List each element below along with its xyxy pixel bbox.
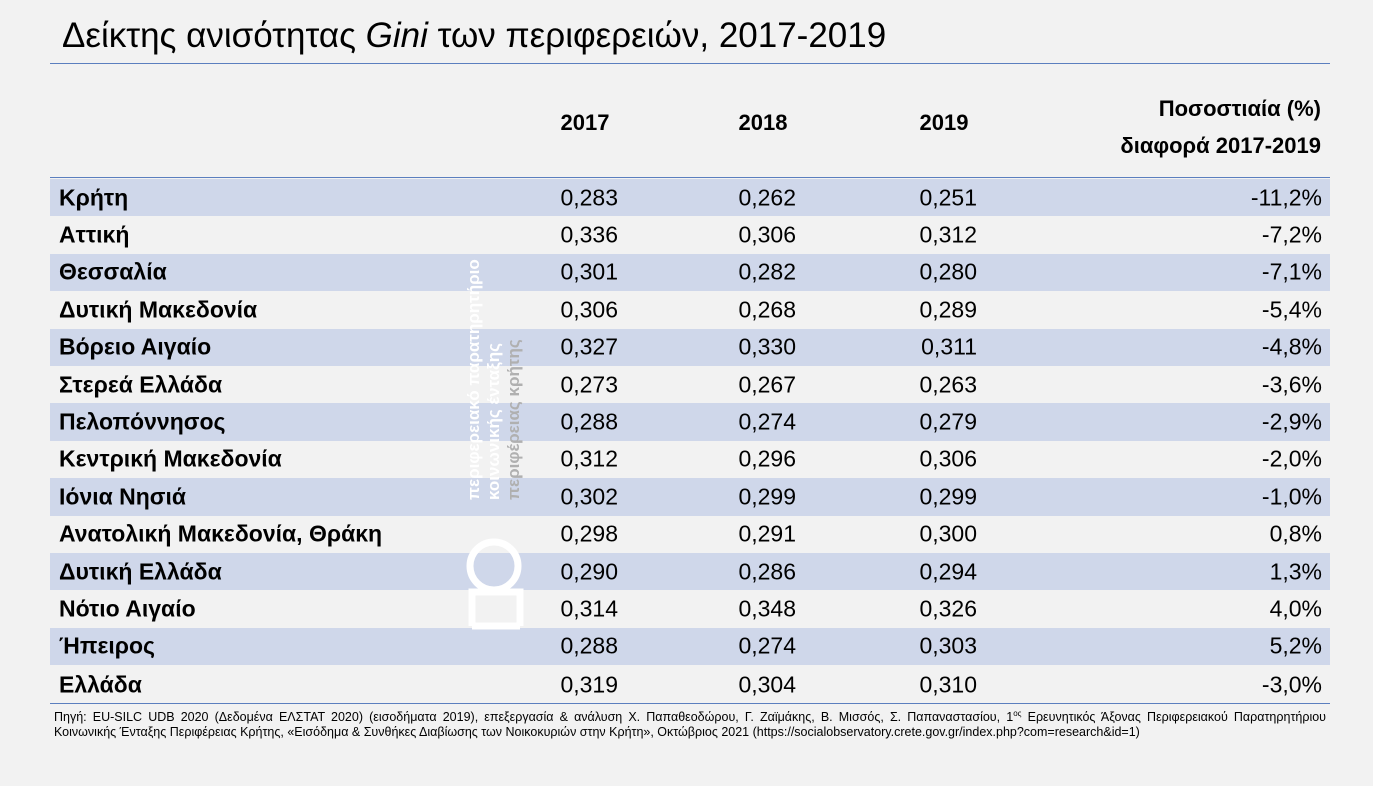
column-header-2017: 2017 bbox=[560, 110, 610, 135]
column-header-pct-change: Ποσοστιαία (%) διαφορά 2017-2019 bbox=[1120, 90, 1321, 164]
value-2018: 0,274 bbox=[738, 632, 796, 659]
table-row: Ελλάδα 0,319 0,304 0,310 -3,0% bbox=[50, 665, 1330, 705]
value-2017: 0,327 bbox=[560, 333, 618, 360]
value-2019: 0,310 bbox=[919, 671, 977, 698]
value-2019: 0,312 bbox=[919, 221, 977, 248]
value-2019: 0,294 bbox=[919, 558, 977, 585]
table-row: Ανατολική Μακεδονία, Θράκη 0,298 0,291 0,30… bbox=[50, 516, 1330, 553]
gini-table: Κρήτη 0,283 0,262 0,251 -11,2% Αττική 0,336 0,3… bbox=[50, 179, 1330, 705]
value-2018: 0,286 bbox=[738, 558, 796, 585]
value-2019: 0,280 bbox=[919, 258, 977, 285]
pct-change: 0,8% bbox=[1269, 520, 1322, 547]
table-row: Νότιο Αιγαίο 0,314 0,348 0,326 4,0% bbox=[50, 590, 1330, 627]
pct-change: -7,1% bbox=[1261, 258, 1322, 285]
value-2018: 0,299 bbox=[738, 483, 796, 510]
table-row: Κεντρική Μακεδονία 0,312 0,296 0,306 -2,0% bbox=[50, 441, 1330, 478]
value-2018: 0,348 bbox=[738, 595, 796, 622]
page-title: Δείκτης ανισότητας Gini των περιφερειών,… bbox=[62, 16, 887, 55]
region-name: Δυτική Ελλάδα bbox=[59, 558, 222, 585]
value-2017: 0,312 bbox=[560, 445, 618, 472]
value-2017: 0,273 bbox=[560, 371, 618, 398]
region-name: Βόρειο Αιγαίο bbox=[59, 333, 212, 360]
value-2018: 0,296 bbox=[738, 445, 796, 472]
value-2017: 0,301 bbox=[560, 258, 618, 285]
table-row: Αττική 0,336 0,306 0,312 -7,2% bbox=[50, 216, 1330, 253]
value-2019: 0,289 bbox=[919, 296, 977, 323]
value-2019: 0,279 bbox=[919, 408, 977, 435]
value-2018: 0,304 bbox=[738, 671, 796, 698]
pct-change: 4,0% bbox=[1269, 595, 1322, 622]
value-2017: 0,288 bbox=[560, 632, 618, 659]
table-row: Πελοπόννησος 0,288 0,274 0,279 -2,9% bbox=[50, 403, 1330, 441]
table-row: Ιόνια Νησιά 0,302 0,299 0,299 -1,0% bbox=[50, 478, 1330, 516]
region-name: Θεσσαλία bbox=[59, 258, 167, 285]
value-2018: 0,306 bbox=[738, 221, 796, 248]
pct-change: -5,4% bbox=[1261, 296, 1322, 323]
pct-change: -2,0% bbox=[1261, 445, 1322, 472]
region-name: Κεντρική Μακεδονία bbox=[59, 445, 282, 472]
table-row: Δυτική Μακεδονία 0,306 0,268 0,289 -5,4% bbox=[50, 291, 1330, 328]
column-header-2019: 2019 bbox=[919, 110, 969, 135]
region-name: Αττική bbox=[59, 221, 130, 248]
value-2017: 0,302 bbox=[560, 483, 618, 510]
value-2019: 0,263 bbox=[919, 371, 977, 398]
table-row: Στερεά Ελλάδα 0,273 0,267 0,263 -3,6% bbox=[50, 366, 1330, 403]
value-2019: 0,326 bbox=[919, 595, 977, 622]
region-name: Νότιο Αιγαίο bbox=[59, 595, 196, 622]
pct-change: -2,9% bbox=[1261, 408, 1322, 435]
region-name: Κρήτη bbox=[59, 184, 129, 211]
pct-header-line-1: Ποσοστιαία (%) bbox=[1158, 96, 1321, 121]
value-2017: 0,319 bbox=[560, 671, 618, 698]
region-name: Δυτική Μακεδονία bbox=[59, 296, 258, 323]
table-row: Θεσσαλία 0,301 0,282 0,280 -7,1% bbox=[50, 253, 1330, 292]
value-2017: 0,336 bbox=[560, 221, 618, 248]
column-header-2018: 2018 bbox=[738, 110, 788, 135]
pct-change: -3,0% bbox=[1261, 671, 1322, 698]
value-2018: 0,262 bbox=[738, 184, 796, 211]
region-name: Ιόνια Νησιά bbox=[59, 483, 187, 510]
region-name: Πελοπόννησος bbox=[59, 408, 226, 435]
value-2017: 0,290 bbox=[560, 558, 618, 585]
table-bottom-divider bbox=[50, 703, 1330, 704]
value-2019: 0,311 bbox=[921, 333, 977, 360]
source-note: Πηγή: EU-SILC UDB 2020 (Δεδομένα ΕΛΣΤΑΤ … bbox=[54, 709, 1327, 740]
pct-change: 1,3% bbox=[1269, 558, 1322, 585]
region-name: Ανατολική Μακεδονία, Θράκη bbox=[59, 520, 383, 547]
header-divider bbox=[50, 177, 1330, 178]
pct-change: -7,2% bbox=[1261, 221, 1322, 248]
table-row: Δυτική Ελλάδα 0,290 0,286 0,294 1,3% bbox=[50, 552, 1330, 591]
value-2019: 0,251 bbox=[919, 184, 977, 211]
value-2019: 0,300 bbox=[919, 520, 977, 547]
title-divider bbox=[50, 63, 1330, 64]
pct-change: -11,2% bbox=[1250, 184, 1322, 211]
value-2017: 0,288 bbox=[560, 408, 618, 435]
pct-change: -3,6% bbox=[1261, 371, 1322, 398]
region-name: Ήπειρος bbox=[59, 632, 155, 659]
value-2018: 0,330 bbox=[738, 333, 796, 360]
pct-change: 5,2% bbox=[1269, 632, 1322, 659]
value-2018: 0,291 bbox=[738, 520, 796, 547]
value-2017: 0,298 bbox=[560, 520, 618, 547]
value-2019: 0,303 bbox=[919, 632, 977, 659]
table-row: Κρήτη 0,283 0,262 0,251 -11,2% bbox=[50, 179, 1330, 217]
table-row: Ήπειρος 0,288 0,274 0,303 5,2% bbox=[50, 627, 1330, 666]
region-name: Ελλάδα bbox=[59, 671, 142, 698]
pct-change: -1,0% bbox=[1261, 483, 1322, 510]
table-row: Βόρειο Αιγαίο 0,327 0,330 0,311 -4,8% bbox=[50, 328, 1330, 366]
value-2018: 0,267 bbox=[738, 371, 796, 398]
value-2018: 0,268 bbox=[738, 296, 796, 323]
pct-header-line-2: διαφορά 2017-2019 bbox=[1120, 133, 1321, 158]
value-2018: 0,274 bbox=[738, 408, 796, 435]
value-2019: 0,306 bbox=[919, 445, 977, 472]
value-2017: 0,306 bbox=[560, 296, 618, 323]
value-2017: 0,283 bbox=[560, 184, 618, 211]
value-2019: 0,299 bbox=[919, 483, 977, 510]
value-2017: 0,314 bbox=[560, 595, 618, 622]
value-2018: 0,282 bbox=[738, 258, 796, 285]
pct-change: -4,8% bbox=[1261, 333, 1322, 360]
region-name: Στερεά Ελλάδα bbox=[59, 371, 223, 398]
